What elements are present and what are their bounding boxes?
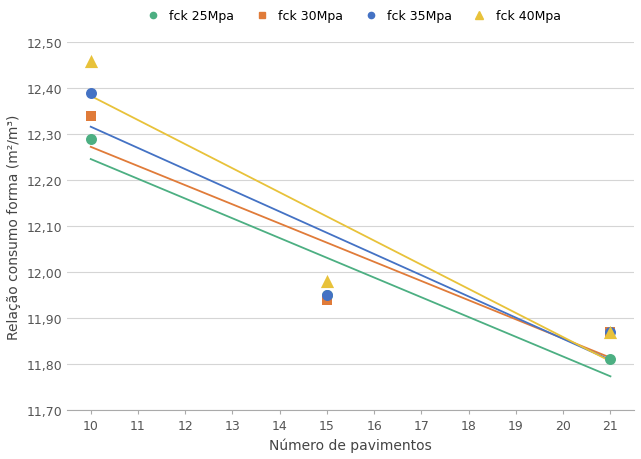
Point — [605, 329, 615, 336]
Point — [322, 292, 332, 299]
Point — [322, 297, 332, 304]
Point — [86, 136, 96, 143]
Point — [605, 329, 615, 336]
Point — [86, 90, 96, 97]
Point — [605, 356, 615, 363]
Point — [605, 329, 615, 336]
Point — [86, 58, 96, 65]
Legend: fck 25Mpa, fck 30Mpa, fck 35Mpa, fck 40Mpa: fck 25Mpa, fck 30Mpa, fck 35Mpa, fck 40M… — [136, 6, 565, 28]
Y-axis label: Relação consumo forma (m²/m³): Relação consumo forma (m²/m³) — [7, 114, 21, 339]
Point — [322, 278, 332, 285]
X-axis label: Número de pavimentos: Número de pavimentos — [269, 437, 432, 452]
Point — [322, 292, 332, 299]
Point — [86, 113, 96, 120]
